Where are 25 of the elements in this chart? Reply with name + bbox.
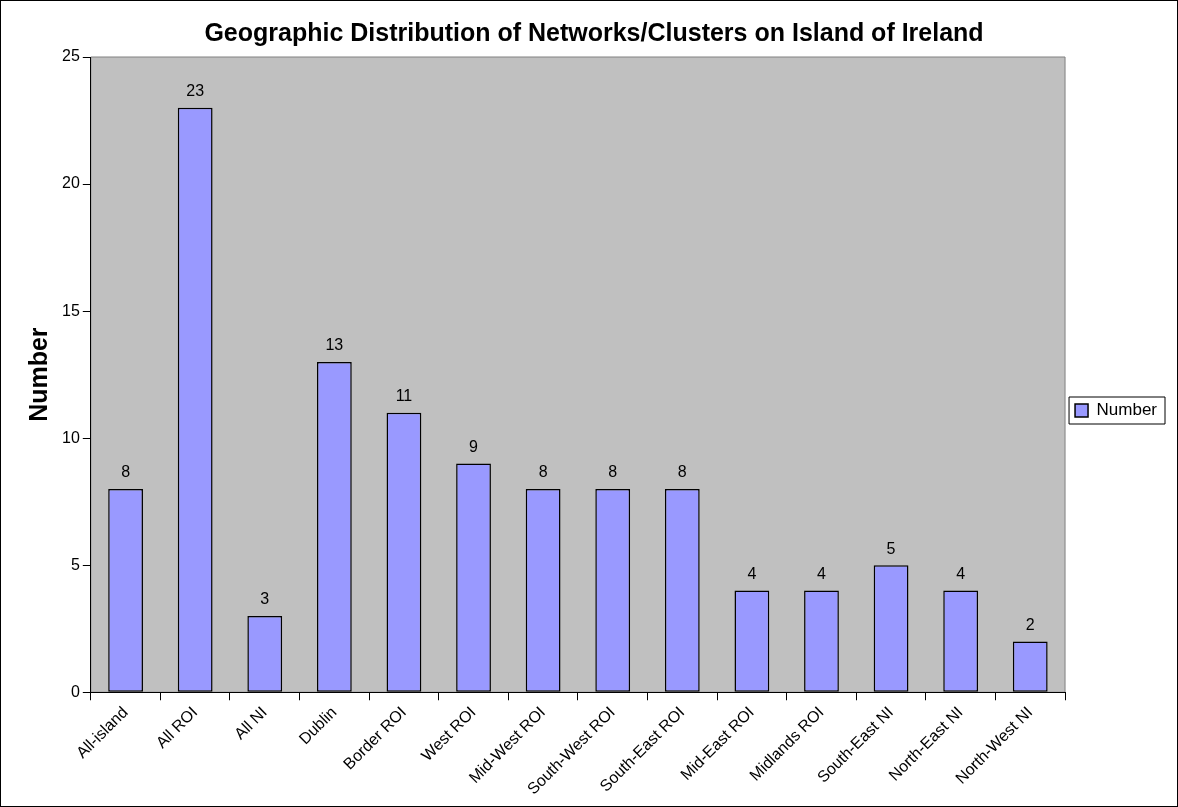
- data-label: 9: [469, 437, 479, 455]
- y-tick-label: 0: [70, 682, 80, 700]
- y-axis-title: Number: [23, 327, 52, 422]
- data-label: 4: [956, 565, 966, 583]
- y-tick-label: 25: [62, 47, 80, 65]
- data-label: 5: [886, 539, 896, 557]
- data-label: 23: [186, 82, 205, 100]
- data-label: 4: [817, 565, 827, 583]
- data-label: 11: [395, 387, 413, 405]
- x-tick-label: All ROI: [152, 703, 201, 752]
- legend-label: Number: [1096, 400, 1158, 420]
- y-tick-label: 15: [62, 301, 80, 319]
- data-label: 2: [1025, 615, 1035, 633]
- y-tick-label: 20: [62, 174, 80, 192]
- data-label: 8: [608, 463, 618, 481]
- data-label: 13: [325, 336, 344, 354]
- chart-title: Geographic Distribution of Networks/Clusters on Island of Ireland: [204, 17, 984, 46]
- y-tick-label: 10: [62, 428, 80, 446]
- x-tick-label: All NI: [230, 703, 271, 743]
- y-tick-label: 5: [70, 555, 80, 573]
- data-label: 4: [747, 565, 757, 583]
- data-label: 8: [677, 463, 687, 481]
- data-label: 8: [538, 463, 548, 481]
- data-label: 3: [260, 590, 270, 608]
- data-label: 8: [121, 463, 131, 481]
